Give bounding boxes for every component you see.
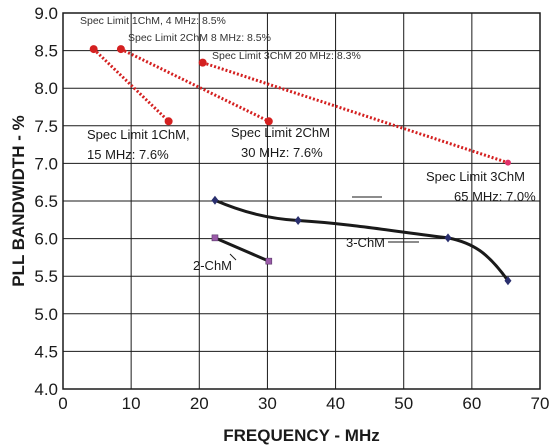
series-line-3chm <box>214 198 510 282</box>
y-tick-label: 7.5 <box>34 117 58 136</box>
y-tick-label: 4.5 <box>34 342 58 361</box>
plot-frame <box>62 12 541 390</box>
point-spec-2chm-end <box>264 117 273 126</box>
y-axis-title: PLL BANDWIDTH - % <box>9 115 28 287</box>
y-tick-label: 7.0 <box>34 154 58 173</box>
y-tick-labels: 4.0 4.5 5.0 5.5 6.0 6.5 7.0 7.5 8.0 8.5 9.0 <box>34 4 58 399</box>
x-axis-title: FREQUENCY - MHz <box>223 426 379 445</box>
y-tick-label: 5.0 <box>34 305 58 324</box>
x-tick-label: 10 <box>122 394 141 413</box>
annotation-label-2chm: 2-ChM <box>193 258 232 273</box>
annotation-spec1-bottom-2: 15 MHz: 7.6% <box>87 147 169 162</box>
point-3chm-2 <box>444 233 452 243</box>
x-tick-label: 50 <box>394 394 413 413</box>
series <box>89 45 512 286</box>
y-tick-label: 4.0 <box>34 380 58 399</box>
series-line-2chm <box>214 236 270 263</box>
x-tick-labels: 0 10 20 30 40 50 60 70 <box>58 394 549 413</box>
point-2chm-0 <box>211 234 219 242</box>
x-tick-label: 70 <box>531 394 550 413</box>
series-line-spec-1chm <box>92 48 170 123</box>
annotations: Spec Limit 1ChM, 4 MHz: 8.5% Spec Limit 2… <box>80 15 536 273</box>
y-tick-label: 9.0 <box>34 4 58 23</box>
point-2chm-1 <box>265 257 273 265</box>
series-line-spec-2chm <box>120 47 270 123</box>
annotation-label-3chm: 3-ChM <box>346 235 385 250</box>
annotation-spec1-bottom-1: Spec Limit 1ChM, <box>87 127 190 142</box>
annotation-spec3-bottom-2: 65 MHz: 7.0% <box>454 189 536 204</box>
x-tick-label: 60 <box>462 394 481 413</box>
x-tick-label: 40 <box>326 394 345 413</box>
y-tick-label: 8.5 <box>34 42 58 61</box>
x-tick-label: 0 <box>58 394 67 413</box>
point-3chm-3 <box>504 276 512 286</box>
point-spec-3chm-end <box>504 159 511 166</box>
point-spec-2chm-start <box>116 45 125 54</box>
annotation-spec2-top: Spec Limit 2ChM 8 MHz: 8.5% <box>128 32 271 44</box>
point-spec-1chm-start <box>89 45 98 54</box>
annotation-spec2-bottom-2: 30 MHz: 7.6% <box>241 145 323 160</box>
grid <box>63 13 540 389</box>
y-tick-label: 5.5 <box>34 267 58 286</box>
annotation-spec1-top: Spec Limit 1ChM, 4 MHz: 8.5% <box>80 15 226 27</box>
annotation-spec2-bottom-1: Spec Limit 2ChM <box>231 125 330 140</box>
y-tick-label: 6.0 <box>34 230 58 249</box>
annotation-spec3-bottom-1: Spec Limit 3ChM <box>426 169 525 184</box>
point-3chm-1 <box>294 216 302 226</box>
x-tick-label: 20 <box>190 394 209 413</box>
annotation-leader-line <box>229 253 237 261</box>
annotation-spec3-top: Spec Limit 3ChM 20 MHz: 8.3% <box>212 50 361 62</box>
x-tick-label: 30 <box>258 394 277 413</box>
point-3chm-0 <box>211 195 219 205</box>
point-spec-3chm-start <box>198 58 207 67</box>
annotation-connectors <box>229 196 419 261</box>
y-tick-label: 6.5 <box>34 192 58 211</box>
series-line-spec-3chm <box>202 61 509 165</box>
point-spec-1chm-end <box>164 117 173 126</box>
y-tick-label: 8.0 <box>34 79 58 98</box>
